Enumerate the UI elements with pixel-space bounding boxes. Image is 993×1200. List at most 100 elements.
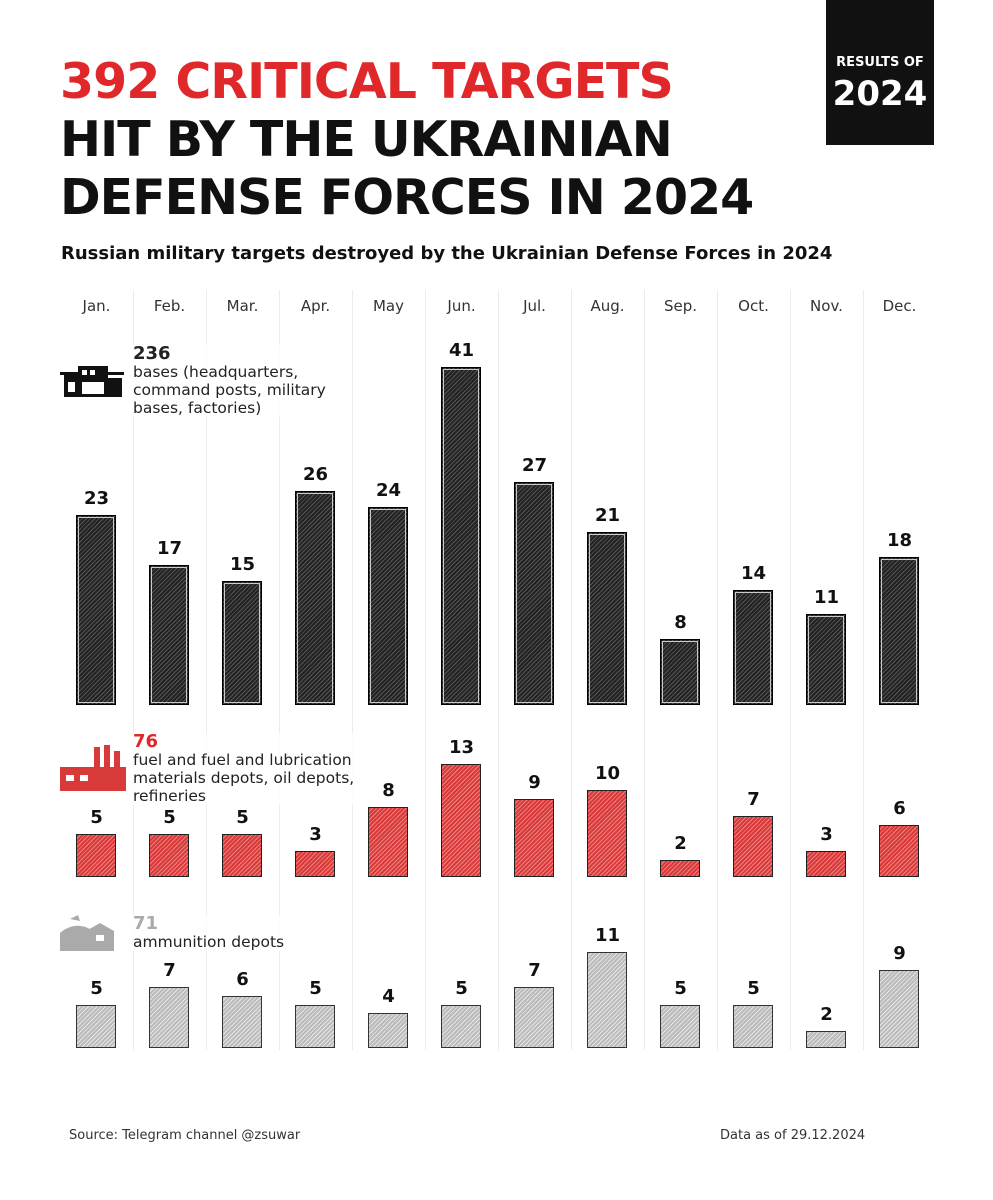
fuel-bar	[76, 833, 116, 877]
fuel-value-label: 10	[594, 763, 621, 784]
bases-value-label: 17	[156, 537, 183, 559]
bases-bar	[514, 482, 554, 705]
bases-value-label: 41	[448, 339, 475, 361]
fuel-value-label: 2	[674, 832, 687, 854]
x-tick-label: Feb.	[153, 297, 186, 315]
bases-value-label: 23	[83, 488, 110, 510]
legend-fuel: 76 fuel and fuel and lubrication materia…	[133, 733, 373, 805]
bases-value-label: 26	[302, 463, 329, 485]
x-tick-label: Sep.	[663, 297, 698, 315]
ammo-bar	[587, 952, 627, 1048]
fuel-bar	[733, 816, 773, 877]
ammo-value-label: 6	[236, 968, 249, 990]
column-divider	[352, 290, 353, 1050]
bases-bar	[587, 531, 627, 705]
ammo-value-label: 5	[455, 977, 468, 999]
column-divider	[644, 290, 645, 1050]
ammo-bar	[514, 987, 554, 1048]
ammo-value-label: 5	[747, 977, 760, 999]
fuel-value-label: 3	[820, 823, 833, 845]
bases-bar	[441, 366, 481, 705]
bases-bar	[149, 564, 189, 705]
refinery-icon	[60, 745, 126, 795]
column-divider	[279, 290, 280, 1050]
headline-line-1: 392 CRITICAL TARGETS	[60, 53, 674, 110]
bases-bar	[368, 507, 408, 705]
x-tick-label: Nov.	[810, 297, 843, 315]
fuel-value-label: 3	[309, 823, 322, 845]
ammo-value-label: 7	[163, 960, 176, 982]
fuel-value-label: 13	[448, 736, 475, 758]
fuel-value-label: 5	[90, 806, 103, 828]
fuel-value-label: 6	[893, 797, 906, 819]
ammo-bar	[879, 969, 919, 1048]
bases-bar	[76, 515, 116, 705]
bases-value-label: 8	[674, 612, 687, 633]
legend-bases: 236 bases (headquarters, command posts, …	[133, 345, 348, 417]
building-icon	[60, 366, 124, 402]
fuel-value-label: 5	[236, 806, 249, 828]
ammo-value-label: 5	[90, 977, 103, 999]
ammo-label: ammunition depots	[133, 933, 285, 951]
data-date: Data as of 29.12.2024	[720, 1128, 866, 1143]
fuel-bar	[222, 833, 262, 877]
headline-line-3: DEFENSE FORCES IN 2024	[60, 169, 754, 226]
x-tick-label: Jun.	[447, 297, 476, 315]
column-divider	[498, 290, 499, 1050]
column-divider	[790, 290, 791, 1050]
bases-value-label: 14	[740, 562, 767, 584]
fuel-bar	[879, 824, 919, 877]
column-divider	[571, 290, 572, 1050]
x-tick-label: Oct.	[738, 297, 769, 315]
badge-label: RESULTS OF	[836, 55, 924, 70]
ammo-value-label: 4	[382, 986, 395, 1008]
depot-icon	[60, 913, 124, 957]
ammo-bar	[76, 1004, 116, 1048]
fuel-bar	[368, 807, 408, 877]
fuel-bar	[295, 850, 335, 877]
bases-value-label: 21	[594, 504, 621, 526]
ammo-bar	[441, 1004, 481, 1048]
x-tick-label: Jan.	[82, 297, 111, 315]
ammo-bar	[660, 1004, 700, 1048]
fuel-bar	[441, 763, 481, 877]
bases-value-label: 24	[375, 480, 402, 501]
bases-bar	[879, 556, 919, 705]
ammo-value-label: 11	[594, 925, 621, 947]
column-divider	[425, 290, 426, 1050]
fuel-value-label: 9	[528, 771, 541, 793]
legend-ammo: 71 ammunition depots	[133, 913, 285, 951]
x-tick-label: Mar.	[226, 297, 259, 315]
badge-year: 2024	[832, 74, 928, 114]
fuel-label: fuel and fuel and lubrication materials …	[133, 751, 355, 805]
column-divider	[133, 290, 134, 1050]
results-badge: RESULTS OF 2024	[826, 0, 934, 145]
bases-label: bases (headquarters, command posts, mili…	[133, 363, 326, 417]
x-tick-label: Jul.	[523, 297, 546, 315]
fuel-bar	[514, 798, 554, 877]
ammo-bar	[149, 987, 189, 1048]
ammo-value-label: 2	[820, 1003, 833, 1025]
chart-title: Russian military targets destroyed by th…	[61, 243, 833, 264]
ammo-bar	[806, 1030, 846, 1048]
bases-total: 236	[133, 343, 171, 364]
fuel-value-label: 5	[163, 806, 176, 828]
fuel-total: 76	[133, 731, 159, 752]
bases-bar	[660, 639, 700, 705]
bases-bar	[733, 589, 773, 705]
fuel-value-label: 8	[382, 780, 395, 802]
ammo-bar	[733, 1004, 773, 1048]
ammo-total: 71	[133, 913, 159, 934]
bases-value-label: 18	[886, 529, 913, 551]
ammo-bar	[295, 1004, 335, 1048]
source-note: Source: Telegram channel @zsuwar	[69, 1128, 301, 1143]
x-tick-label: May	[372, 297, 404, 315]
fuel-bar	[806, 850, 846, 877]
bases-value-label: 15	[229, 554, 256, 576]
bases-bar	[806, 614, 846, 705]
headline-line-2: HIT BY THE UKRAINIAN	[60, 111, 673, 168]
ammo-value-label: 7	[528, 960, 541, 982]
x-tick-label: Dec.	[882, 297, 917, 315]
column-divider	[206, 290, 207, 1050]
